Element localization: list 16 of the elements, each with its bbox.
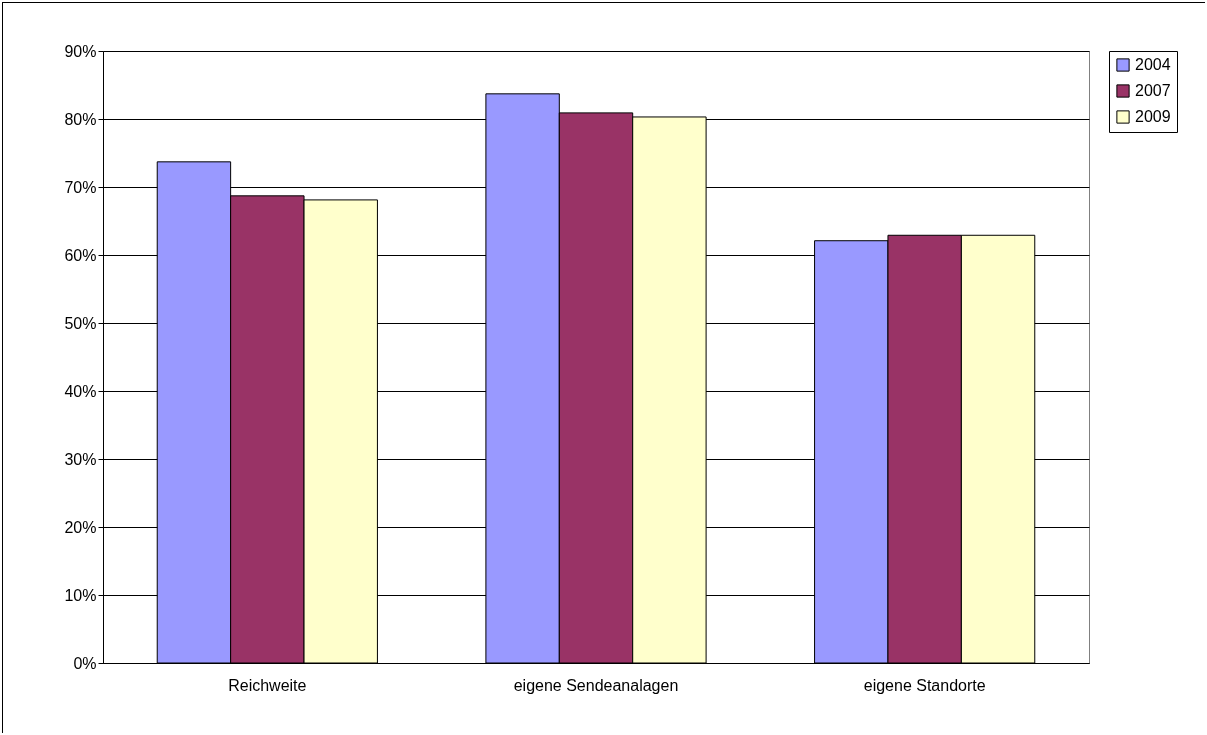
y-tick-label: 80% bbox=[64, 110, 97, 128]
x-tick-label: Reichweite bbox=[228, 676, 307, 694]
y-tick-label: 0% bbox=[73, 654, 97, 672]
legend-label: 2007 bbox=[1135, 82, 1171, 99]
y-tick-label: 60% bbox=[64, 246, 97, 264]
y-tick-label: 30% bbox=[64, 450, 97, 468]
y-tick-label: 70% bbox=[64, 178, 97, 196]
y-tick-label: 50% bbox=[64, 314, 97, 332]
x-tick-label: eigene Standorte bbox=[863, 676, 986, 694]
x-tick-label: eigene Sendeanalagen bbox=[513, 676, 679, 694]
y-tick-label: 10% bbox=[64, 586, 97, 604]
y-tick-label: 20% bbox=[64, 518, 97, 536]
y-tick-label: 90% bbox=[64, 42, 97, 60]
legend-label: 2004 bbox=[1135, 56, 1171, 73]
legend-label: 2009 bbox=[1135, 108, 1171, 125]
y-tick-label: 40% bbox=[64, 382, 97, 400]
